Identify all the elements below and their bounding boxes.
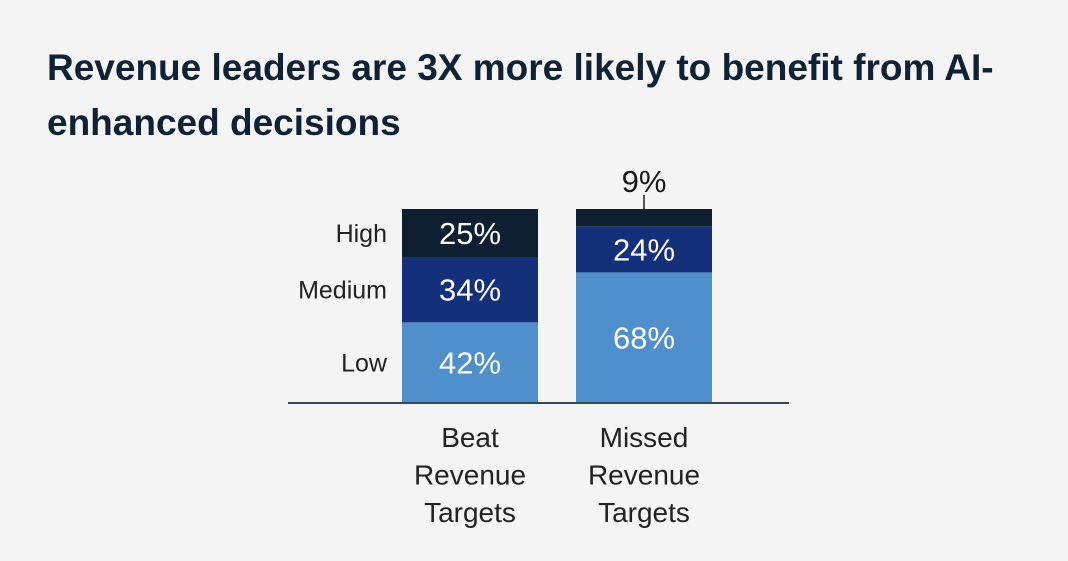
data-label: 24% [613, 232, 675, 267]
category-label: Revenue [414, 460, 526, 491]
bar-segment-low [402, 322, 538, 403]
row-label-low: Low [341, 350, 388, 378]
category-label: Targets [598, 497, 690, 528]
bar-segment-medium [402, 257, 538, 323]
data-label: 34% [439, 273, 501, 308]
category-label: Targets [424, 497, 516, 528]
category-label: Revenue [588, 460, 700, 491]
chart-title: Revenue leaders are 3X more likely to be… [47, 47, 994, 143]
bar-segment-medium [576, 226, 712, 273]
data-label: 42% [439, 346, 501, 381]
category-label: Beat [441, 422, 499, 453]
category-label: Missed [600, 422, 689, 453]
bar-segment-high [402, 209, 538, 258]
data-label: 9% [622, 164, 667, 199]
row-label-high: High [336, 220, 387, 248]
data-label: 25% [439, 216, 501, 251]
bar-segment-low [576, 272, 712, 403]
bar-segment-high [576, 209, 712, 227]
row-label-medium: Medium [298, 277, 387, 305]
data-label: 68% [613, 321, 675, 356]
